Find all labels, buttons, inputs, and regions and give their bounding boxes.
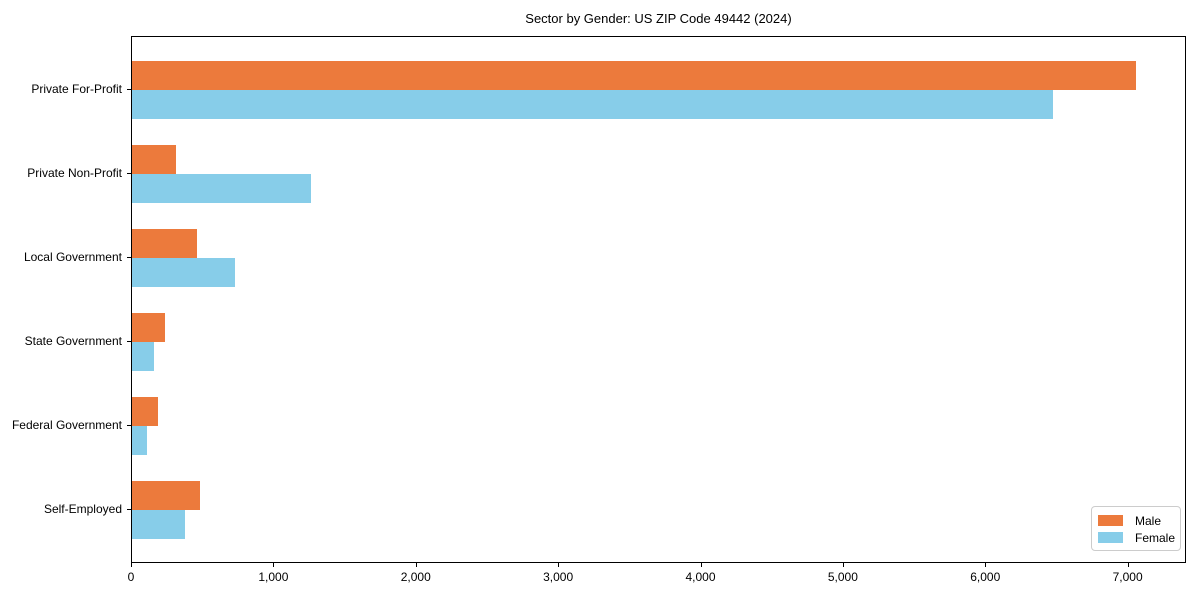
chart-title: Sector by Gender: US ZIP Code 49442 (202… <box>525 11 792 26</box>
legend-label: Female <box>1135 530 1176 545</box>
xtick-mark <box>985 563 987 567</box>
ytick-mark <box>127 341 131 342</box>
xtick-mark <box>415 563 417 567</box>
xtick-label: 6,000 <box>970 570 1001 584</box>
xtick-label: 1,000 <box>258 570 289 584</box>
xtick-label: 2,000 <box>400 570 431 584</box>
ytick-label: State Government <box>24 334 122 348</box>
xtick-label: 7,000 <box>1112 570 1143 584</box>
ytick-mark <box>127 509 131 510</box>
bar-male <box>132 229 197 258</box>
legend: Male Female <box>1091 506 1181 551</box>
bar-male <box>132 313 166 342</box>
legend-swatch-icon <box>1098 515 1123 526</box>
bar-female <box>132 342 155 371</box>
bar-female <box>132 258 236 287</box>
ytick-mark <box>127 173 131 174</box>
bar-male <box>132 61 1136 90</box>
ytick-label: Self-Employed <box>43 502 122 516</box>
xtick-mark <box>131 563 132 567</box>
ytick-mark <box>127 425 131 426</box>
xtick-label: 3,000 <box>543 570 574 584</box>
ytick-label: Local Government <box>23 250 122 264</box>
bar-male <box>132 481 201 510</box>
bar-female <box>132 90 1054 119</box>
bar-male <box>132 397 158 426</box>
xtick-mark <box>842 563 844 567</box>
legend-swatch-icon <box>1098 532 1123 543</box>
bar-male <box>132 145 177 174</box>
legend-label: Male <box>1135 513 1162 528</box>
xtick-mark <box>1127 563 1129 567</box>
ytick-mark <box>127 89 131 90</box>
legend-rows: Male Female <box>1098 512 1180 546</box>
ytick-label: Private For-Profit <box>31 82 122 96</box>
bar-female <box>132 174 312 203</box>
xtick-label: 4,000 <box>685 570 716 584</box>
xtick-label: 5,000 <box>827 570 858 584</box>
xtick-mark <box>700 563 702 567</box>
xtick-mark <box>273 563 275 567</box>
bar-female <box>132 426 147 455</box>
ytick-mark <box>127 257 131 258</box>
legend-item-male: Male <box>1098 512 1180 529</box>
legend-item-female: Female <box>1098 529 1180 546</box>
xtick-mark <box>558 563 560 567</box>
bar-female <box>132 510 185 539</box>
ytick-label: Federal Government <box>11 418 122 432</box>
ytick-label: Private Non-Profit <box>27 166 122 180</box>
xtick-label: 0 <box>127 570 135 584</box>
plot-area <box>131 36 1186 563</box>
